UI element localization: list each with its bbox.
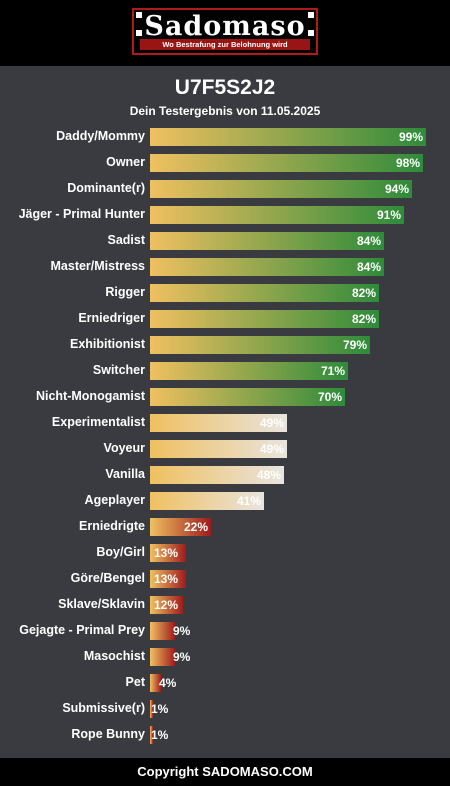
bar bbox=[150, 466, 284, 484]
logo-corner-ornament bbox=[308, 12, 314, 18]
bar bbox=[150, 570, 186, 588]
bar-label: Vanilla bbox=[105, 467, 145, 481]
bar bbox=[150, 596, 183, 614]
bar-value-label: 70% bbox=[317, 390, 342, 404]
bar bbox=[150, 206, 404, 224]
bar bbox=[150, 362, 348, 380]
logo-text: Sadomaso bbox=[144, 11, 306, 42]
bar-value-label: 9% bbox=[173, 624, 191, 638]
bar-value-label: 49% bbox=[259, 442, 284, 456]
bar-value-label: 84% bbox=[356, 260, 381, 274]
bar-label: Sklave/Sklavin bbox=[58, 597, 145, 611]
bar-label: Sadist bbox=[107, 233, 145, 247]
top-bar: Sadomaso Wo Bestrafung zur Belohnung wir… bbox=[0, 0, 450, 66]
bar-value-label: 41% bbox=[236, 494, 261, 508]
bar-value-label: 9% bbox=[173, 650, 191, 664]
logo-tagline: Wo Bestrafung zur Belohnung wird bbox=[140, 39, 310, 50]
bar bbox=[150, 440, 287, 458]
logo-corner-ornament bbox=[136, 30, 142, 36]
bar-label: Masochist bbox=[83, 649, 145, 663]
bar-label: Daddy/Mommy bbox=[56, 129, 145, 143]
bar-value-label: 12% bbox=[154, 598, 179, 612]
bar bbox=[150, 544, 186, 562]
bar-value-label: 82% bbox=[351, 312, 376, 326]
bar-label: Ageplayer bbox=[84, 493, 145, 507]
bar-value-label: 82% bbox=[351, 286, 376, 300]
bar bbox=[150, 154, 423, 172]
result-title: U7F5S2J2 bbox=[174, 76, 276, 99]
bar bbox=[150, 284, 379, 302]
bar-label: Rope Bunny bbox=[71, 727, 145, 741]
bar-label: Dominante(r) bbox=[67, 181, 145, 195]
bar-label: Göre/Bengel bbox=[70, 571, 145, 585]
bar-value-label: 79% bbox=[342, 338, 367, 352]
bar-value-label: 94% bbox=[384, 182, 409, 196]
bar bbox=[150, 518, 211, 536]
site-logo[interactable]: Sadomaso Wo Bestrafung zur Belohnung wir… bbox=[132, 8, 318, 55]
bar-label: Rigger bbox=[105, 285, 145, 299]
bar-label: Jäger - Primal Hunter bbox=[18, 207, 145, 221]
bar-label: Submissive(r) bbox=[62, 701, 145, 715]
bar-label: Voyeur bbox=[103, 441, 145, 455]
bar-value-label: 22% bbox=[183, 520, 208, 534]
bar-label: Pet bbox=[125, 675, 145, 689]
bar bbox=[150, 700, 153, 718]
bar-value-label: 1% bbox=[151, 702, 169, 716]
bar-value-label: 98% bbox=[395, 156, 420, 170]
bar-label: Erniedriger bbox=[78, 311, 145, 325]
bar-value-label: 1% bbox=[151, 728, 169, 742]
logo-corner-ornament bbox=[136, 12, 142, 18]
bar bbox=[150, 414, 287, 432]
bar-value-label: 91% bbox=[376, 208, 401, 222]
bar-label: Nicht-Monogamist bbox=[35, 389, 145, 403]
bar-value-label: 71% bbox=[320, 364, 345, 378]
bar-value-label: 84% bbox=[356, 234, 381, 248]
bar-value-label: 49% bbox=[259, 416, 284, 430]
bar-label: Erniedrigte bbox=[79, 519, 145, 533]
bar bbox=[150, 674, 161, 692]
bar-label: Switcher bbox=[92, 363, 145, 377]
bar-label: Owner bbox=[106, 155, 145, 169]
bar bbox=[150, 726, 153, 744]
bar bbox=[150, 648, 175, 666]
bar bbox=[150, 128, 426, 146]
bar-value-label: 48% bbox=[256, 468, 281, 482]
bar-label: Boy/Girl bbox=[96, 545, 145, 559]
bar-value-label: 99% bbox=[398, 130, 423, 144]
result-subtitle: Dein Testergebnis von 11.05.2025 bbox=[129, 104, 321, 118]
bar-value-label: 13% bbox=[154, 546, 179, 560]
bar bbox=[150, 232, 384, 250]
bar bbox=[150, 258, 384, 276]
logo-corner-ornament bbox=[308, 30, 314, 36]
bar-label: Experimentalist bbox=[51, 415, 145, 429]
bar-value-label: 13% bbox=[154, 572, 179, 586]
footer-copyright[interactable]: Copyright SADOMASO.COM bbox=[0, 758, 450, 786]
bar-label: Gejagte - Primal Prey bbox=[19, 623, 145, 637]
bar-label: Exhibitionist bbox=[70, 337, 145, 351]
bar bbox=[150, 336, 370, 354]
bar bbox=[150, 492, 264, 510]
bar bbox=[150, 310, 379, 328]
bar-label: Master/Mistress bbox=[50, 259, 146, 273]
bar bbox=[150, 622, 175, 640]
bar bbox=[150, 388, 345, 406]
bar bbox=[150, 180, 412, 198]
bar-value-label: 4% bbox=[159, 676, 177, 690]
